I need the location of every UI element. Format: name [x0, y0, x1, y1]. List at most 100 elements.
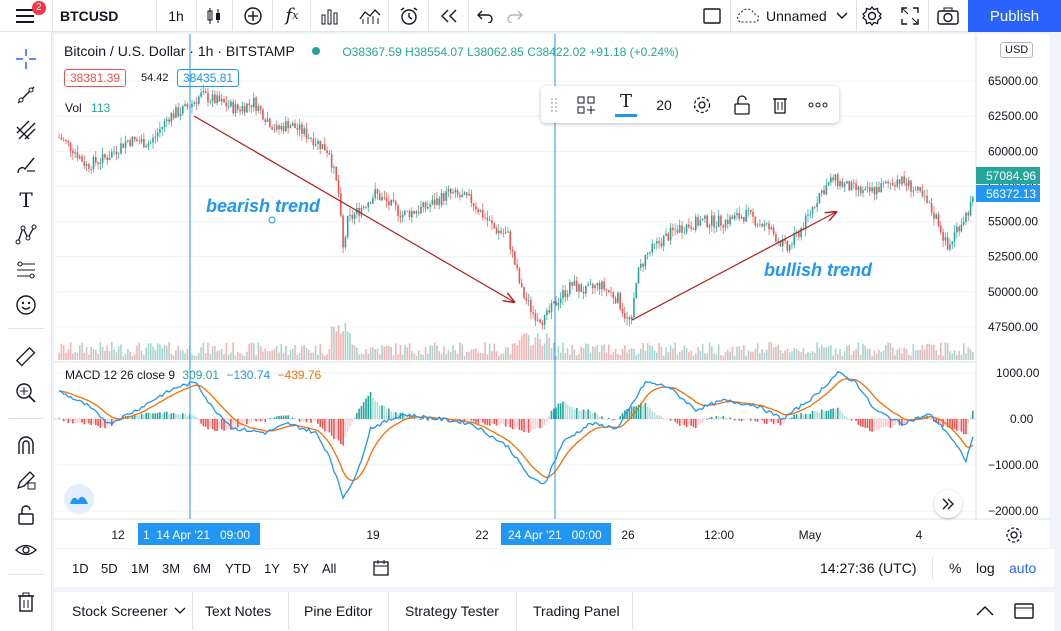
candle: [287, 117, 289, 134]
snapshot-button[interactable]: [932, 0, 964, 31]
text-color-button[interactable]: T: [609, 86, 643, 123]
templates-button[interactable]: [314, 0, 346, 31]
layout-name-button[interactable]: Unnamed: [734, 0, 854, 31]
tab-strategy-tester[interactable]: Strategy Tester: [405, 603, 499, 619]
volume-bar: [186, 348, 189, 360]
volume-bar: [143, 355, 145, 360]
period-1m[interactable]: 1M: [131, 560, 150, 576]
macd-hist-bar: [83, 418, 86, 425]
macd-hist-bar: [461, 418, 463, 420]
notification-badge: 2: [32, 1, 46, 15]
macd-hist-bar: [791, 417, 793, 419]
period-1y[interactable]: 1Y: [264, 560, 280, 576]
macd-hist-bar: [612, 418, 615, 421]
replay-button[interactable]: [432, 0, 466, 31]
macd-hist-bar: [910, 418, 912, 420]
lock-drawings-tool[interactable]: [10, 500, 42, 530]
percent-scale-toggle[interactable]: %: [949, 560, 962, 576]
chart-area[interactable]: bearish trend bullish trend 65000.00 6250…: [54, 34, 1061, 548]
utc-clock[interactable]: 14:27:36 (UTC): [820, 560, 917, 576]
scroll-to-realtime-button[interactable]: [934, 490, 962, 518]
remove-drawings-tool[interactable]: [10, 587, 42, 617]
redo-button[interactable]: [500, 0, 530, 31]
template-button[interactable]: [569, 86, 603, 123]
plus-circle-icon: [244, 6, 262, 25]
sell-button[interactable]: 38381.39: [64, 69, 127, 87]
volume-bar: [149, 343, 152, 360]
bullish-trend-label: bullish trend: [764, 260, 873, 280]
tab-stock-screener[interactable]: Stock Screener: [72, 592, 186, 630]
right-scrollbar[interactable]: [1050, 34, 1061, 631]
volume-bar: [827, 346, 830, 360]
macd-hist-bar: [967, 418, 970, 424]
candle: [175, 103, 177, 119]
stay-drawing-tool[interactable]: [10, 465, 42, 495]
undo-button[interactable]: [470, 0, 500, 31]
interval-button[interactable]: 1h: [168, 7, 184, 24]
period-5d[interactable]: 5D: [101, 560, 118, 576]
font-size-button[interactable]: 20: [656, 96, 672, 113]
menu-button[interactable]: 2: [8, 0, 46, 31]
candle: [885, 179, 887, 185]
date-range-picker-button[interactable]: [372, 549, 392, 587]
pitchfork-tool[interactable]: [10, 115, 42, 145]
auto-scale-toggle[interactable]: auto: [1009, 560, 1037, 576]
prediction-tool[interactable]: [10, 255, 42, 285]
volume-bar: [225, 343, 228, 360]
tab-text-notes[interactable]: Text Notes: [205, 603, 272, 619]
volume-bar: [557, 346, 560, 360]
tab-pine-editor[interactable]: Pine Editor: [304, 603, 373, 619]
zoom-tool[interactable]: [10, 378, 42, 408]
candle: [145, 144, 147, 148]
drawing-settings-button[interactable]: [685, 86, 719, 123]
alert-button[interactable]: [392, 0, 426, 31]
hide-drawings-tool[interactable]: [10, 535, 42, 565]
period-5y[interactable]: 5Y: [293, 560, 309, 576]
delete-drawing-button[interactable]: [763, 86, 797, 123]
settings-button[interactable]: [856, 0, 888, 31]
magnet-tool[interactable]: [10, 430, 42, 460]
pattern-tool[interactable]: [10, 220, 42, 250]
buy-button[interactable]: 38435.81: [177, 69, 240, 87]
log-scale-toggle[interactable]: log: [976, 560, 995, 576]
symbol-search-button[interactable]: BTCUSD: [60, 7, 119, 24]
collapse-panel-button[interactable]: [976, 592, 994, 630]
layout-select-button[interactable]: [696, 0, 728, 31]
publish-button[interactable]: Publish: [968, 0, 1061, 32]
candle: [269, 117, 271, 129]
candle: [905, 177, 908, 192]
crosshair-tool[interactable]: [10, 44, 42, 74]
candle: [752, 208, 754, 223]
currency-label[interactable]: USD: [1000, 42, 1034, 58]
brush-tool[interactable]: [10, 150, 42, 180]
chart-type-button[interactable]: [198, 0, 230, 31]
macd-hist-bar: [642, 404, 644, 419]
measure-tool[interactable]: [10, 342, 42, 372]
volume-bar: [859, 355, 862, 360]
more-options-button[interactable]: [801, 86, 835, 123]
axis-settings-gear-icon[interactable]: [1006, 527, 1022, 543]
period-ytd[interactable]: YTD: [225, 560, 251, 576]
period-3m[interactable]: 3M: [162, 560, 181, 576]
drag-handle[interactable]: [547, 86, 561, 123]
trendline-tool[interactable]: [10, 80, 42, 110]
lock-drawing-button[interactable]: [725, 86, 759, 123]
text-tool-icon[interactable]: T: [19, 188, 33, 212]
icon-tool[interactable]: [10, 290, 42, 320]
volume-bar: [944, 342, 947, 360]
fullscreen-button[interactable]: [894, 0, 926, 31]
candle: [514, 250, 516, 266]
macd-hist-bar: [204, 418, 207, 427]
candle: [649, 251, 651, 257]
financials-button[interactable]: [354, 0, 386, 31]
tradingview-logo-icon[interactable]: [64, 484, 94, 514]
maximize-panel-button[interactable]: [1014, 592, 1034, 630]
tab-trading-panel[interactable]: Trading Panel: [533, 603, 620, 619]
volume-bar: [303, 344, 305, 360]
compare-button[interactable]: [236, 0, 270, 31]
period-1d[interactable]: 1D: [72, 560, 89, 576]
period-6m[interactable]: 6M: [193, 560, 212, 576]
candle: [791, 241, 793, 250]
period-all[interactable]: All: [322, 560, 337, 576]
